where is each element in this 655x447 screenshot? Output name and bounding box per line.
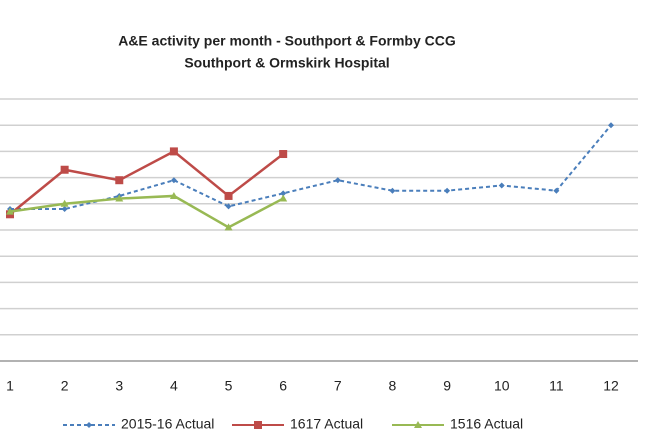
- legend-marker: [254, 421, 262, 429]
- marker: [115, 194, 124, 202]
- x-tick-label: 8: [389, 378, 397, 394]
- x-tick-label: 7: [334, 378, 342, 394]
- marker: [225, 203, 232, 210]
- legend-marker: [86, 422, 92, 428]
- series-line: [9, 149, 284, 216]
- x-tick-label: 5: [225, 378, 233, 394]
- marker: [389, 187, 396, 194]
- marker: [498, 182, 505, 189]
- marker: [169, 147, 178, 156]
- marker: [279, 150, 288, 159]
- legend-label: 1516 Actual: [450, 416, 523, 432]
- x-tick-label: 2: [61, 378, 69, 394]
- marker: [444, 187, 451, 194]
- marker: [115, 176, 124, 185]
- marker: [334, 177, 341, 184]
- x-tick-label: 10: [494, 378, 510, 394]
- legend-label: 1617 Actual: [290, 416, 363, 432]
- marker: [280, 190, 287, 197]
- series-line: [9, 194, 284, 229]
- x-tick-label: 1: [6, 378, 14, 394]
- marker: [224, 223, 233, 231]
- legend-label: 2015-16 Actual: [121, 416, 214, 432]
- marker: [553, 187, 560, 194]
- marker: [608, 122, 614, 129]
- x-tick-label: 12: [603, 378, 619, 394]
- marker: [279, 194, 288, 202]
- marker: [61, 206, 68, 213]
- x-tick-label: 3: [115, 378, 123, 394]
- marker: [6, 207, 14, 215]
- x-tick-label: 9: [443, 378, 451, 394]
- x-tick-label: 4: [170, 378, 178, 394]
- x-tick-label: 6: [279, 378, 287, 394]
- legend-marker: [414, 421, 422, 428]
- marker: [60, 165, 69, 174]
- chart-title: A&E activity per month - Southport & For…: [118, 33, 456, 49]
- marker: [60, 199, 69, 207]
- marker: [224, 191, 233, 200]
- marker: [170, 177, 177, 184]
- marker: [169, 191, 178, 199]
- series-line: [10, 124, 612, 211]
- x-tick-label: 11: [549, 378, 564, 394]
- chart-subtitle: Southport & Ormskirk Hospital: [184, 55, 389, 71]
